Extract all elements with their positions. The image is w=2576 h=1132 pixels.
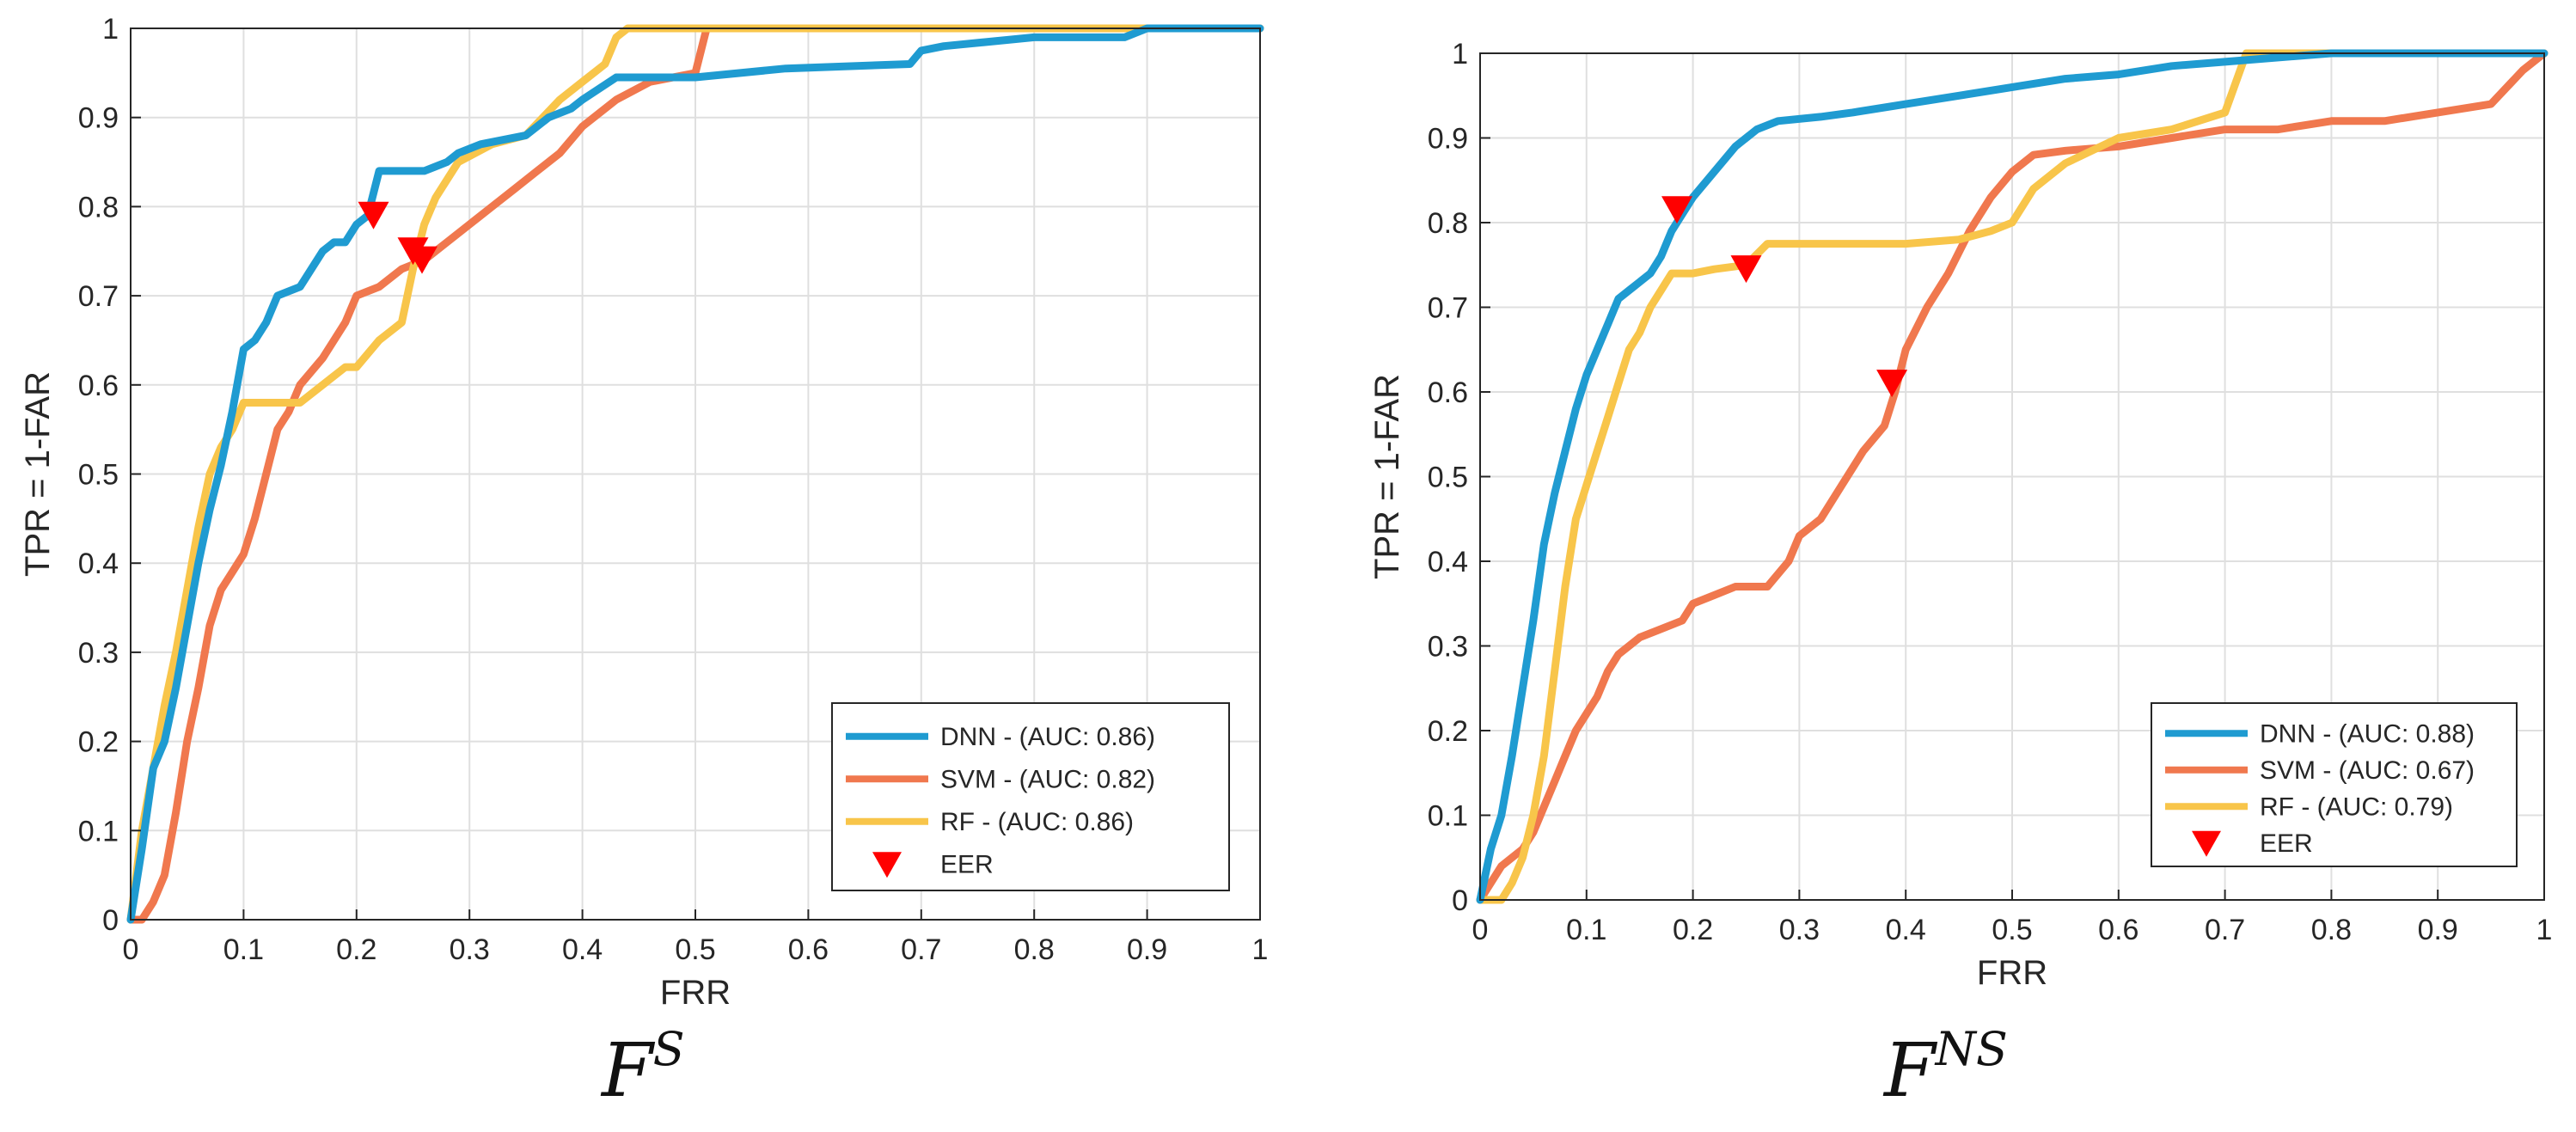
x-tick-label: 0.9 <box>1127 933 1167 966</box>
caption-base: F <box>1882 1028 1938 1114</box>
y-tick-labels: 0 0.1 0.2 0.3 0.4 0.5 0.6 0.7 0.8 0.9 1 <box>78 13 141 937</box>
series-lines <box>1476 49 2548 904</box>
y-tick-label: 0.2 <box>78 726 119 759</box>
x-tick-label: 0.2 <box>1673 914 1713 946</box>
x-tick-labels: 0 0.1 0.2 0.3 0.4 0.5 0.6 0.7 0.8 0.9 1 <box>123 909 1269 966</box>
y-tick-label: 0.6 <box>78 370 119 402</box>
y-tick-label: 0.7 <box>78 280 119 313</box>
y-tick-label: 0.4 <box>78 548 119 580</box>
y-tick-label: 0.3 <box>78 637 119 670</box>
y-tick-label: 0.8 <box>1428 207 1468 240</box>
y-tick-label: 0.2 <box>1428 715 1468 748</box>
x-tick-label: 0 <box>123 933 139 966</box>
x-tick-label: 0.1 <box>223 933 264 966</box>
eer-marker <box>1730 255 1762 284</box>
chart-caption: FNS <box>1882 1022 2008 1114</box>
series-line-dnn <box>1476 49 2548 904</box>
x-tick-label: 0.7 <box>2205 914 2245 946</box>
y-tick-label: 0.1 <box>78 815 119 847</box>
series-line-rf <box>1476 49 2548 904</box>
legend: DNN - (AUC: 0.88) SVM - (AUC: 0.67) RF -… <box>2151 702 2518 867</box>
y-tick-label: 0.8 <box>78 191 119 223</box>
eer-markers <box>358 201 438 274</box>
legend-label-svm: SVM - (AUC: 0.82) <box>940 765 1155 793</box>
x-tick-label: 0.1 <box>1566 914 1606 946</box>
caption-base: F <box>600 1028 656 1114</box>
legend-label-eer: EER <box>940 850 994 878</box>
legend-label-rf: RF - (AUC: 0.86) <box>940 808 1134 836</box>
chart-caption: FS <box>600 1022 685 1114</box>
legend-eer-marker-icon <box>2192 830 2221 857</box>
y-tick-label: 0.9 <box>1428 123 1468 156</box>
x-tick-label: 0.6 <box>2098 914 2139 946</box>
x-axis-label: FRR <box>660 974 731 1012</box>
y-tick-label: 0.7 <box>1428 292 1468 325</box>
x-tick-label: 0.7 <box>901 933 941 966</box>
y-tick-label: 0.6 <box>1428 376 1468 409</box>
x-tick-label: 0.8 <box>1014 933 1055 966</box>
eer-marker <box>1661 196 1693 224</box>
x-axis-label: FRR <box>1977 954 2047 992</box>
series-line-svm <box>1476 49 2548 904</box>
y-tick-label: 0.5 <box>78 459 119 492</box>
x-tick-label: 0.5 <box>675 933 715 966</box>
legend-label-eer: EER <box>2260 829 2313 858</box>
x-tick-label: 0.2 <box>336 933 376 966</box>
y-axis-label: TPR = 1-FAR <box>19 371 57 577</box>
eer-marker <box>358 201 389 229</box>
x-tick-label: 0.8 <box>2311 914 2352 946</box>
series-line-rf <box>126 24 1264 924</box>
x-tick-label: 1 <box>2536 914 2553 946</box>
x-tick-labels: 0 0.1 0.2 0.3 0.4 0.5 0.6 0.7 0.8 0.9 1 <box>1472 890 2553 946</box>
caption-superscript: S <box>653 1022 685 1076</box>
y-axis-label: TPR = 1-FAR <box>1368 374 1406 579</box>
x-tick-label: 1 <box>1252 933 1269 966</box>
x-tick-label: 0.4 <box>562 933 603 966</box>
y-tick-labels: 0 0.1 0.2 0.3 0.4 0.5 0.6 0.7 0.8 0.9 1 <box>1428 38 1490 917</box>
y-tick-label: 0 <box>102 904 119 937</box>
y-tick-label: 0.9 <box>78 102 119 135</box>
y-tick-label: 1 <box>102 13 119 46</box>
x-tick-label: 0.6 <box>788 933 829 966</box>
x-tick-label: 0.5 <box>1992 914 2032 946</box>
legend-label-dnn: DNN - (AUC: 0.86) <box>940 723 1155 751</box>
x-tick-label: 0 <box>1472 914 1489 946</box>
y-tick-label: 0.3 <box>1428 631 1468 664</box>
x-tick-label: 0.3 <box>450 933 490 966</box>
roc-chart-fs: 0 0.1 0.2 0.3 0.4 0.5 0.6 0.7 0.8 0.9 1 0 0.1 0.2 0.3… <box>19 13 1268 1114</box>
y-tick-label: 0.4 <box>1428 546 1468 578</box>
x-tick-label: 0.4 <box>1886 914 1926 946</box>
y-tick-label: 1 <box>1452 38 1468 70</box>
legend-label-svm: SVM - (AUC: 0.67) <box>2260 756 2475 785</box>
roc-chart-fns: 0 0.1 0.2 0.3 0.4 0.5 0.6 0.7 0.8 0.9 1 0 0.1 0.2 0.3… <box>1368 38 2552 1114</box>
y-tick-label: 0.1 <box>1428 800 1468 833</box>
caption-superscript: NS <box>1934 1022 2008 1076</box>
eer-markers <box>1661 196 1908 398</box>
legend-label-rf: RF - (AUC: 0.79) <box>2260 792 2453 821</box>
legend-label-dnn: DNN - (AUC: 0.88) <box>2260 719 2475 748</box>
y-tick-label: 0.5 <box>1428 462 1468 494</box>
y-tick-label: 0 <box>1452 884 1468 917</box>
eer-marker <box>407 246 438 274</box>
legend-eer-marker-icon <box>872 852 902 878</box>
series-line-svm <box>126 24 1264 924</box>
x-tick-label: 0.3 <box>1779 914 1820 946</box>
legend: DNN - (AUC: 0.86) SVM - (AUC: 0.82) RF -… <box>831 702 1230 891</box>
eer-marker <box>1876 370 1908 398</box>
x-tick-label: 0.9 <box>2418 914 2458 946</box>
